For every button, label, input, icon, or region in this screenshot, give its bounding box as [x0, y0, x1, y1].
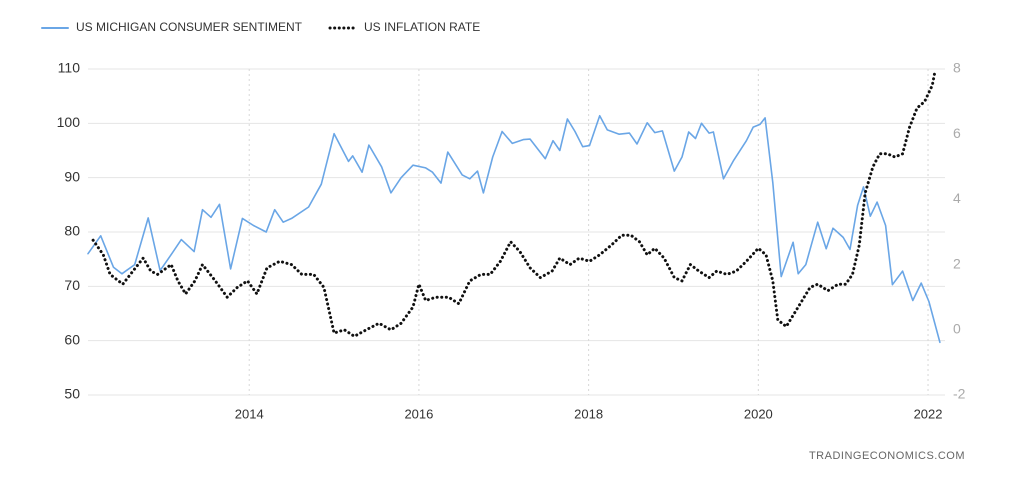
y2-tick-label: 0 [953, 321, 961, 337]
source: TRADINGECONOMICS.COM [809, 450, 965, 462]
y-tick-label: 110 [58, 60, 81, 76]
y-tick-label: 80 [64, 223, 80, 239]
x-tick-label: 2018 [574, 406, 603, 421]
legend-label: US INFLATION RATE [364, 20, 480, 34]
x-tick-label: 2020 [744, 406, 773, 421]
y2-tick-label: -2 [953, 386, 966, 402]
y-tick-label: 60 [64, 331, 80, 347]
x-tick-label: 2022 [914, 406, 943, 421]
y2-tick-label: 4 [953, 190, 961, 206]
y-tick-label: 90 [64, 168, 80, 184]
series-line [91, 70, 937, 338]
x-tick-label: 2016 [404, 406, 433, 421]
y2-tick-label: 8 [953, 60, 961, 76]
y-tick-label: 50 [64, 386, 80, 402]
series-line [87, 114, 941, 344]
y-tick-label: 100 [57, 114, 81, 130]
x-tick-label: 2014 [235, 406, 264, 421]
y-tick-label: 70 [64, 277, 80, 293]
legend-label: US MICHIGAN CONSUMER SENTIMENT [76, 20, 303, 34]
y2-tick-label: 6 [953, 125, 961, 141]
y2-tick-label: 2 [953, 255, 961, 271]
